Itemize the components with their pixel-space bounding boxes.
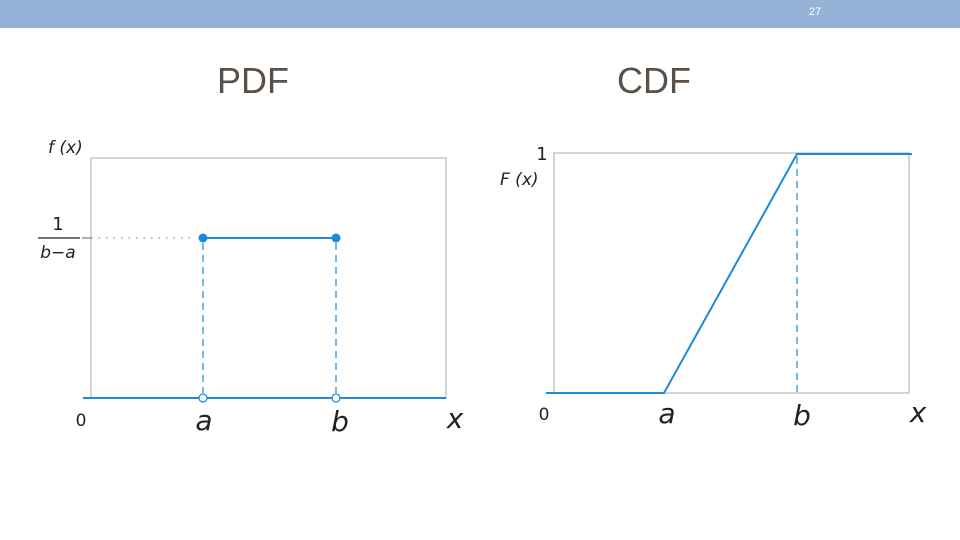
pdf-point-b-filled	[331, 233, 341, 243]
pdf-xlabel: x	[446, 402, 464, 435]
cdf-xlabel: x	[909, 396, 927, 429]
pdf-point-b-open	[331, 393, 341, 403]
slide-header-bar: 27	[0, 0, 960, 28]
cdf-origin-label: 0	[539, 405, 550, 425]
cdf-x-tick-a: a	[658, 397, 675, 430]
pdf-origin-label: 0	[76, 411, 87, 431]
slide-number: 27	[808, 6, 822, 18]
cdf-y-tick-1: 1	[536, 144, 547, 165]
pdf-chart: f (x) 1 b−a 0 a b x	[38, 138, 464, 438]
pdf-y-tick-numerator: 1	[52, 214, 63, 235]
cdf-chart: 1 F (x) 0 a b x	[500, 144, 927, 432]
cdf-plot-frame	[553, 152, 910, 394]
cdf-ylabel: F (x)	[500, 170, 539, 190]
pdf-x-tick-b: b	[331, 405, 349, 438]
cdf-line	[546, 153, 912, 394]
pdf-y-tick-denominator: b−a	[40, 243, 75, 263]
pdf-x-tick-a: a	[195, 404, 212, 437]
pdf-point-a-filled	[198, 233, 208, 243]
pdf-plot-frame	[90, 157, 447, 399]
pdf-title: PDF	[217, 60, 289, 101]
cdf-title: CDF	[617, 60, 691, 101]
cdf-x-tick-b: b	[793, 399, 811, 432]
pdf-point-a-open	[198, 393, 208, 403]
pdf-ylabel: f (x)	[48, 138, 83, 158]
